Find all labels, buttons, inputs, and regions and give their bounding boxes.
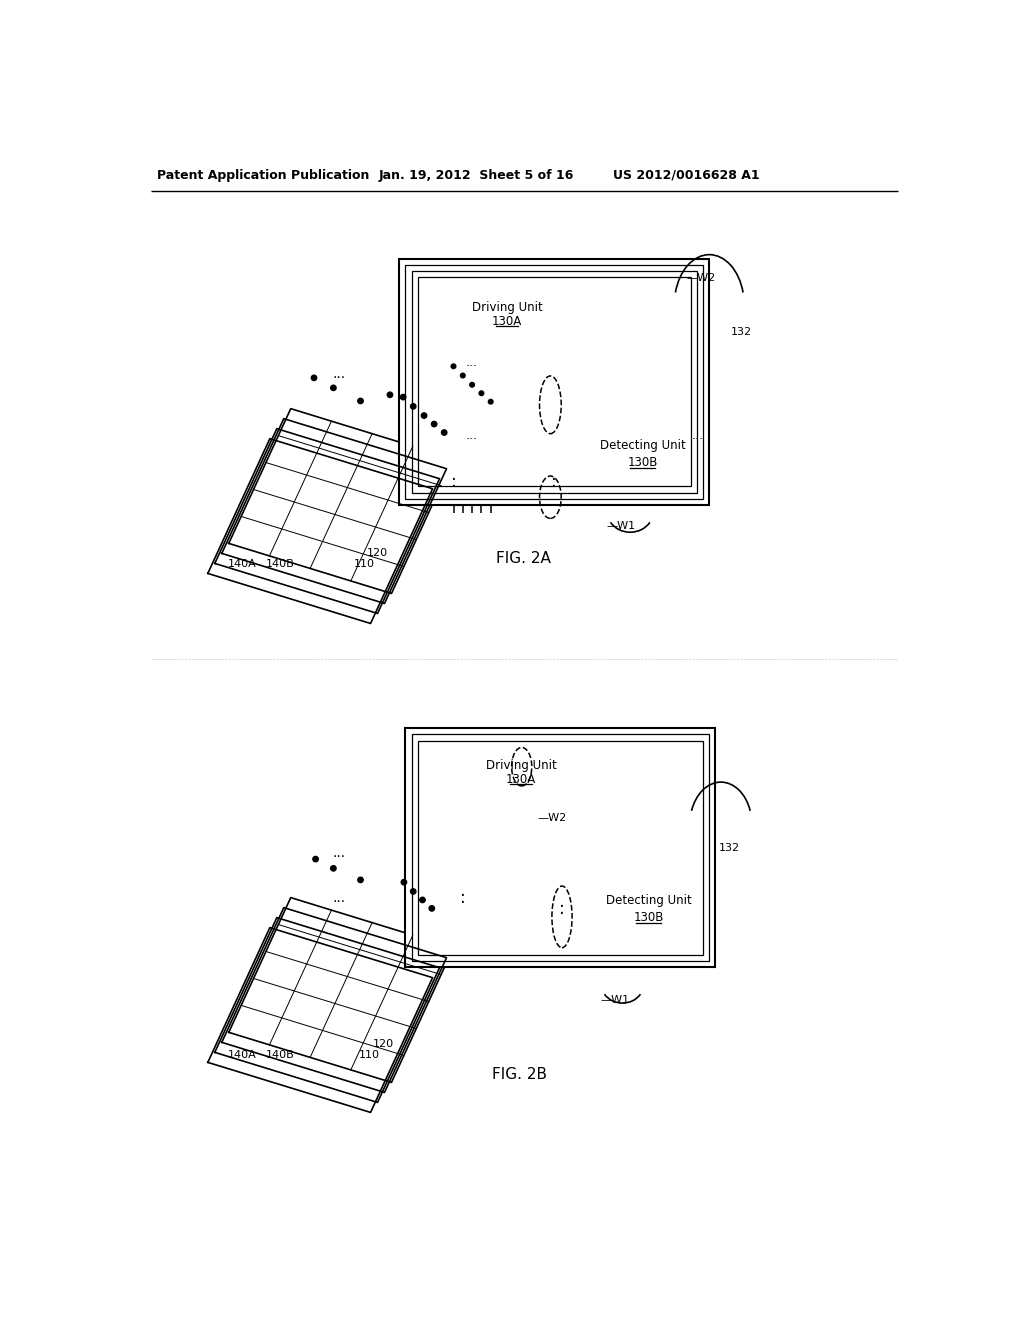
Bar — [475, 747, 566, 797]
Circle shape — [313, 857, 318, 862]
Circle shape — [357, 399, 364, 404]
Circle shape — [461, 374, 465, 378]
Text: :: : — [460, 888, 466, 907]
Polygon shape — [222, 908, 446, 1093]
Text: :: : — [451, 473, 457, 491]
Text: ...: ... — [691, 429, 703, 442]
Circle shape — [357, 878, 364, 883]
Circle shape — [401, 879, 407, 884]
Circle shape — [429, 906, 434, 911]
Circle shape — [479, 391, 483, 396]
Polygon shape — [222, 418, 446, 603]
Bar — [599, 871, 698, 948]
Text: ...: ... — [332, 846, 345, 859]
Text: Patent Application Publication: Patent Application Publication — [158, 169, 370, 182]
Text: 130A: 130A — [506, 774, 536, 785]
Text: ...: ... — [465, 356, 477, 370]
Polygon shape — [208, 438, 432, 623]
Text: 110: 110 — [354, 560, 375, 569]
Polygon shape — [215, 917, 439, 1102]
Text: :: : — [551, 473, 557, 491]
Text: 140A: 140A — [228, 560, 257, 569]
Text: 140A: 140A — [228, 1051, 257, 1060]
Text: —W1: —W1 — [601, 995, 630, 1005]
Text: 140B: 140B — [265, 560, 294, 569]
Text: FIG. 2B: FIG. 2B — [492, 1067, 547, 1082]
Text: ...: ... — [332, 367, 345, 381]
Text: US 2012/0016628 A1: US 2012/0016628 A1 — [612, 169, 760, 182]
Bar — [418, 277, 690, 487]
Circle shape — [387, 392, 392, 397]
Circle shape — [411, 888, 416, 894]
Circle shape — [400, 395, 406, 400]
Text: :: : — [559, 900, 565, 919]
Text: 132: 132 — [731, 326, 752, 337]
Text: ...: ... — [465, 429, 477, 442]
Text: Driving Unit: Driving Unit — [485, 759, 556, 772]
Circle shape — [331, 385, 336, 391]
Text: Jan. 19, 2012  Sheet 5 of 16: Jan. 19, 2012 Sheet 5 of 16 — [379, 169, 574, 182]
Bar — [406, 729, 716, 966]
Text: 120: 120 — [367, 548, 388, 557]
Text: ...: ... — [332, 891, 345, 904]
Text: 130B: 130B — [628, 455, 657, 469]
Text: —W1: —W1 — [607, 520, 636, 531]
Circle shape — [488, 400, 493, 404]
Polygon shape — [208, 928, 432, 1113]
Circle shape — [411, 404, 416, 409]
Bar — [418, 741, 703, 954]
Text: 110: 110 — [359, 1051, 380, 1060]
Text: 130B: 130B — [634, 911, 664, 924]
Circle shape — [311, 375, 316, 380]
Text: —W2: —W2 — [538, 813, 566, 822]
Bar — [412, 271, 697, 492]
Polygon shape — [228, 898, 454, 1082]
Circle shape — [331, 866, 336, 871]
Text: 130A: 130A — [492, 314, 522, 327]
Text: Detecting Unit: Detecting Unit — [600, 440, 685, 453]
Circle shape — [431, 421, 437, 426]
Text: 140B: 140B — [265, 1051, 294, 1060]
Bar — [412, 734, 710, 961]
Text: 132: 132 — [719, 842, 739, 853]
Circle shape — [470, 383, 474, 387]
Circle shape — [421, 413, 427, 418]
Polygon shape — [228, 409, 454, 594]
Circle shape — [452, 364, 456, 368]
Bar — [593, 422, 692, 486]
Bar — [406, 264, 703, 499]
Polygon shape — [215, 429, 439, 614]
Text: —W2: —W2 — [686, 273, 715, 282]
Circle shape — [420, 898, 425, 903]
Bar — [399, 259, 710, 506]
Bar — [461, 289, 553, 339]
Text: Detecting Unit: Detecting Unit — [606, 894, 691, 907]
Text: 120: 120 — [373, 1039, 394, 1049]
Text: Driving Unit: Driving Unit — [472, 301, 543, 314]
Text: FIG. 2A: FIG. 2A — [496, 552, 551, 566]
Circle shape — [441, 430, 446, 436]
